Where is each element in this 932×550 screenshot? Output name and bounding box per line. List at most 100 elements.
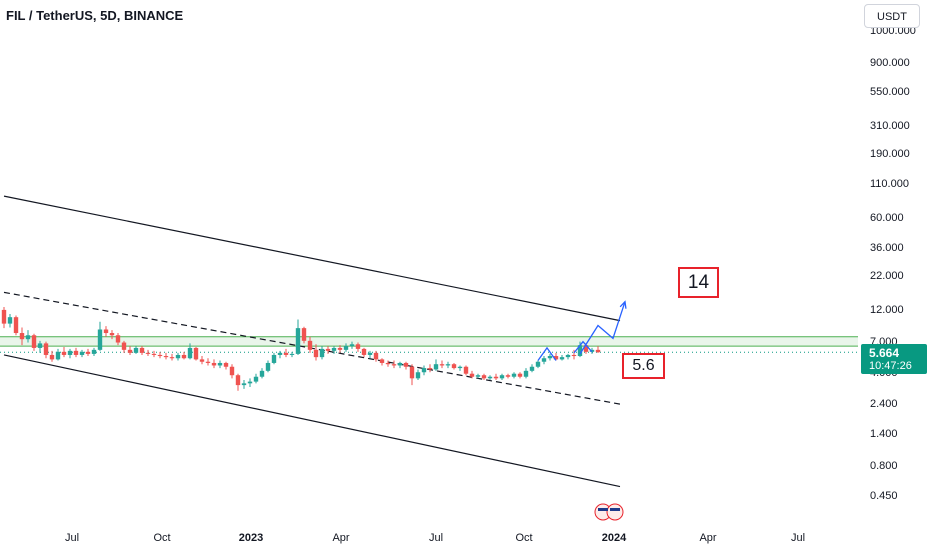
candle-99 <box>595 346 601 353</box>
last-price-value: 5.664 <box>869 346 900 360</box>
projection-layer <box>537 300 627 361</box>
candle-body <box>535 361 541 367</box>
candle-41 <box>247 378 253 387</box>
x-tick-label: Apr <box>332 532 349 544</box>
candle-body <box>289 353 295 355</box>
candle-body <box>97 329 103 350</box>
candle-body <box>217 362 223 366</box>
support-zone-band <box>0 336 858 347</box>
candle-52 <box>313 344 319 361</box>
candle-36 <box>217 360 223 369</box>
candle-63 <box>379 358 385 366</box>
candle-body <box>151 353 157 355</box>
economic-events-icon[interactable] <box>594 503 624 521</box>
candle-body <box>367 352 373 355</box>
candle-body <box>313 349 319 358</box>
candle-42 <box>253 373 259 384</box>
x-axis-ticks[interactable]: Jul Oct 2023 Apr Jul Oct 2024 Apr Jul <box>65 532 805 544</box>
candle-body <box>397 362 403 366</box>
candle-70 <box>421 365 427 376</box>
bar-countdown: 10:47:26 <box>869 360 912 372</box>
y-tick-label: 36.000 <box>870 242 904 254</box>
candle-body <box>247 381 253 384</box>
candle-body <box>43 343 49 355</box>
candle-body <box>511 373 517 377</box>
y-tick-label: 1.400 <box>870 428 898 440</box>
candle-45 <box>271 352 277 365</box>
candle-body <box>349 344 355 347</box>
candle-73 <box>439 360 445 369</box>
y-tick-label: 190.000 <box>870 148 910 160</box>
candle-body <box>415 372 421 379</box>
candle-17 <box>103 326 109 337</box>
y-axis-ticks[interactable]: 1000.000 900.000 550.000 310.000 190.000 110.… <box>870 25 916 502</box>
candle-body <box>499 375 505 379</box>
currency-button[interactable]: USDT <box>864 4 920 28</box>
candle-21 <box>127 346 133 355</box>
candle-body <box>463 366 469 374</box>
candle-0 <box>1 307 7 329</box>
candle-body <box>103 329 109 334</box>
projection-arrowhead <box>619 300 627 309</box>
symbol-title[interactable]: FIL / TetherUS, 5D, BINANCE <box>6 8 184 23</box>
candle-39 <box>235 373 241 391</box>
candle-body <box>121 342 127 350</box>
candle-body <box>577 345 583 357</box>
candle-13 <box>79 349 85 358</box>
candle-51 <box>307 336 313 353</box>
candle-80 <box>481 373 487 380</box>
candle-29 <box>175 352 181 361</box>
candle-body <box>301 328 307 341</box>
x-tick-label: 2023 <box>239 532 263 544</box>
candle-55 <box>331 346 337 354</box>
candle-body <box>379 359 385 363</box>
candle-body <box>169 357 175 359</box>
candle-58 <box>349 341 355 349</box>
x-tick-label: Jul <box>429 532 443 544</box>
candle-body <box>181 354 187 359</box>
candle-body <box>451 364 457 369</box>
candle-body <box>523 370 529 377</box>
support-annotation[interactable]: 5.6 <box>622 353 665 379</box>
candle-body <box>199 359 205 362</box>
y-tick-label: 0.450 <box>870 490 898 502</box>
candle-body <box>205 361 211 363</box>
x-tick-label: Jul <box>65 532 79 544</box>
candle-59 <box>355 342 361 352</box>
candle-15 <box>91 347 97 357</box>
candle-34 <box>205 358 211 366</box>
candle-body <box>187 347 193 359</box>
candle-76 <box>457 365 463 371</box>
candle-43 <box>259 368 265 379</box>
candle-body <box>547 356 553 359</box>
candle-body <box>241 383 247 386</box>
candle-body <box>133 347 139 353</box>
candle-19 <box>115 333 121 346</box>
candle-8 <box>49 350 55 362</box>
candle-61 <box>367 350 373 359</box>
candle-body <box>25 335 31 340</box>
candle-body <box>427 368 433 370</box>
candle-body <box>145 352 151 354</box>
candle-44 <box>265 360 271 373</box>
candle-48 <box>289 351 295 358</box>
candle-12 <box>73 347 79 358</box>
y-tick-label: 110.000 <box>870 178 909 190</box>
candle-74 <box>445 361 451 369</box>
candle-body <box>85 351 91 354</box>
candle-68 <box>409 364 415 386</box>
channel-line-1 <box>3 354 621 488</box>
candle-4 <box>25 330 31 343</box>
candle-body <box>55 351 61 360</box>
target-annotation[interactable]: 14 <box>678 267 719 298</box>
candle-body <box>157 354 163 357</box>
candle-body <box>37 343 43 348</box>
candle-body <box>331 347 337 351</box>
candle-18 <box>109 330 115 340</box>
candle-body <box>439 364 445 366</box>
candle-body <box>211 362 217 366</box>
candle-49 <box>295 319 301 355</box>
candle-body <box>19 333 25 340</box>
candle-92 <box>553 352 559 361</box>
